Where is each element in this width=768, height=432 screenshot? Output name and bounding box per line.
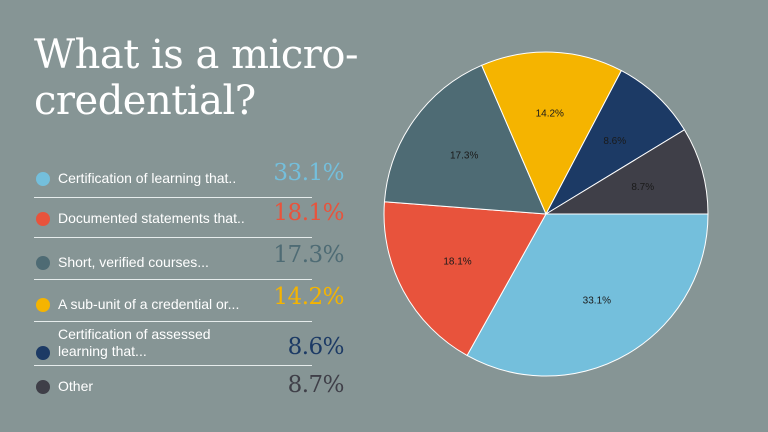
pie-slice xyxy=(383,64,547,215)
slice-label: 18.1% xyxy=(443,257,471,268)
divider xyxy=(34,365,312,366)
legend-item: A sub-unit of a credential or... 14.2% xyxy=(34,284,344,322)
divider xyxy=(34,237,312,238)
legend-label: Other xyxy=(58,378,94,394)
slice-label: 8.7% xyxy=(631,182,654,193)
divider xyxy=(34,321,312,322)
legend-dot-icon xyxy=(36,380,50,394)
pie-slice xyxy=(466,213,709,377)
pie-slice xyxy=(544,69,686,216)
divider xyxy=(34,197,312,198)
pie-slice xyxy=(544,129,709,215)
legend-value: 8.7% xyxy=(287,372,345,398)
legend-value: 17.3% xyxy=(273,242,344,268)
legend-item: Certification of assessed learning that.… xyxy=(34,324,345,366)
legend-item: Certification of learning that.. 33.1% xyxy=(34,160,344,198)
legend-label: Short, verified courses... xyxy=(58,254,209,270)
legend-dot-icon xyxy=(36,172,50,186)
legend-item: Other 8.7% xyxy=(34,372,345,410)
page-title: What is a micro-credential? xyxy=(34,32,358,124)
legend-label: Certification of assessed learning that.… xyxy=(58,326,211,359)
legend-dot-icon xyxy=(36,212,50,226)
legend-value: 14.2% xyxy=(273,284,344,310)
slice-label: 33.1% xyxy=(583,296,611,307)
legend-label: Documented statements that.. xyxy=(58,210,245,226)
pie-slice xyxy=(383,201,547,357)
legend-dot-icon xyxy=(36,346,50,360)
divider xyxy=(34,279,312,280)
legend-label: A sub-unit of a credential or... xyxy=(58,296,240,312)
legend-value: 8.6% xyxy=(287,334,345,360)
slice-label: 8.6% xyxy=(603,136,626,147)
legend-item: Documented statements that.. 18.1% xyxy=(34,200,344,238)
slice-label: 14.2% xyxy=(536,109,564,120)
legend-dot-icon xyxy=(36,298,50,312)
legend-item: Short, verified courses... 17.3% xyxy=(34,242,344,280)
legend-value: 33.1% xyxy=(273,160,344,186)
legend-label: Certification of learning that.. xyxy=(58,170,237,186)
slice-label: 17.3% xyxy=(450,151,478,162)
legend-dot-icon xyxy=(36,256,50,270)
pie-slice xyxy=(481,51,623,216)
pie-chart: 33.1% 18.1% 17.3% 14.2% 8.6% 8.7% xyxy=(383,51,709,377)
legend-value: 18.1% xyxy=(273,200,344,226)
